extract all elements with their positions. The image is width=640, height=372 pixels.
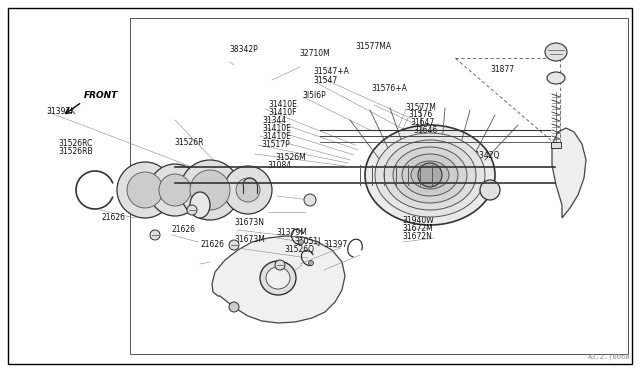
Text: 31673M: 31673M <box>234 235 265 244</box>
Text: 31646: 31646 <box>413 126 438 135</box>
Circle shape <box>127 172 163 208</box>
Text: 38342P: 38342P <box>229 45 258 54</box>
Text: 32710M: 32710M <box>300 49 330 58</box>
Circle shape <box>298 240 303 244</box>
Text: A3.2.(0068: A3.2.(0068 <box>588 353 630 360</box>
Text: 31576+A: 31576+A <box>371 84 407 93</box>
Polygon shape <box>552 128 586 218</box>
Text: 31576: 31576 <box>408 110 433 119</box>
Circle shape <box>229 302 239 312</box>
Ellipse shape <box>260 261 296 295</box>
Text: 31877: 31877 <box>490 65 515 74</box>
Circle shape <box>117 162 173 218</box>
Bar <box>130 18 628 354</box>
Text: 31410E: 31410E <box>262 124 291 133</box>
Circle shape <box>150 230 160 240</box>
Ellipse shape <box>547 72 565 84</box>
Text: 3I5I6P: 3I5I6P <box>302 92 326 100</box>
Circle shape <box>224 166 272 214</box>
Text: 3B342Q: 3B342Q <box>470 151 500 160</box>
Text: 31313+A: 31313+A <box>407 186 443 195</box>
Text: 21626: 21626 <box>129 193 154 202</box>
Text: 31410E: 31410E <box>262 132 291 141</box>
Ellipse shape <box>375 133 485 217</box>
Text: 31526M: 31526M <box>275 153 306 162</box>
Text: 31313+A: 31313+A <box>407 178 443 187</box>
Text: 31547: 31547 <box>314 76 338 85</box>
Circle shape <box>229 240 239 250</box>
Text: 31526RA: 31526RA <box>146 170 180 179</box>
Text: 31051J: 31051J <box>294 237 321 246</box>
Text: 31647: 31647 <box>411 118 435 127</box>
Ellipse shape <box>411 161 449 189</box>
Circle shape <box>190 170 230 210</box>
Text: 31410E: 31410E <box>269 100 298 109</box>
Circle shape <box>180 160 240 220</box>
Text: 31410F: 31410F <box>269 108 298 117</box>
Polygon shape <box>212 236 345 323</box>
Text: 21626: 21626 <box>201 240 225 249</box>
Text: 31397K: 31397K <box>46 107 76 116</box>
Circle shape <box>159 174 191 206</box>
Text: 31313+A: 31313+A <box>407 194 443 203</box>
Text: 31547+A: 31547+A <box>314 67 349 76</box>
Text: 31313: 31313 <box>416 134 440 142</box>
Text: 31526RB: 31526RB <box>59 147 93 155</box>
Text: 31673N: 31673N <box>234 218 264 227</box>
Ellipse shape <box>402 154 458 196</box>
Ellipse shape <box>266 267 290 289</box>
Circle shape <box>418 163 442 187</box>
Bar <box>551 142 561 148</box>
Text: 21626: 21626 <box>172 225 196 234</box>
Circle shape <box>187 205 197 215</box>
Text: 31344: 31344 <box>262 116 287 125</box>
Text: 31313: 31313 <box>416 141 440 150</box>
Text: 31397: 31397 <box>324 240 348 249</box>
Text: 31672M: 31672M <box>402 224 433 233</box>
Ellipse shape <box>545 43 567 61</box>
Text: 31577MA: 31577MA <box>355 42 391 51</box>
Circle shape <box>480 180 500 200</box>
Circle shape <box>236 178 260 202</box>
Ellipse shape <box>365 125 495 225</box>
Ellipse shape <box>393 147 467 203</box>
Text: 31084: 31084 <box>268 161 292 170</box>
Ellipse shape <box>190 192 210 218</box>
Circle shape <box>304 194 316 206</box>
Text: 31526R: 31526R <box>174 138 204 147</box>
Text: 31526Q: 31526Q <box>284 246 314 254</box>
Circle shape <box>308 260 314 266</box>
Text: FRONT: FRONT <box>84 91 118 100</box>
Text: 31940W: 31940W <box>402 216 434 225</box>
Text: 31517P: 31517P <box>261 140 290 149</box>
Text: 31526RC: 31526RC <box>59 139 93 148</box>
Circle shape <box>275 260 285 270</box>
Text: 31577M: 31577M <box>406 103 436 112</box>
Text: 21626: 21626 <box>101 213 125 222</box>
Text: 31672N: 31672N <box>402 232 432 241</box>
Text: 31379M: 31379M <box>276 228 307 237</box>
Ellipse shape <box>384 140 476 210</box>
Circle shape <box>149 164 201 216</box>
